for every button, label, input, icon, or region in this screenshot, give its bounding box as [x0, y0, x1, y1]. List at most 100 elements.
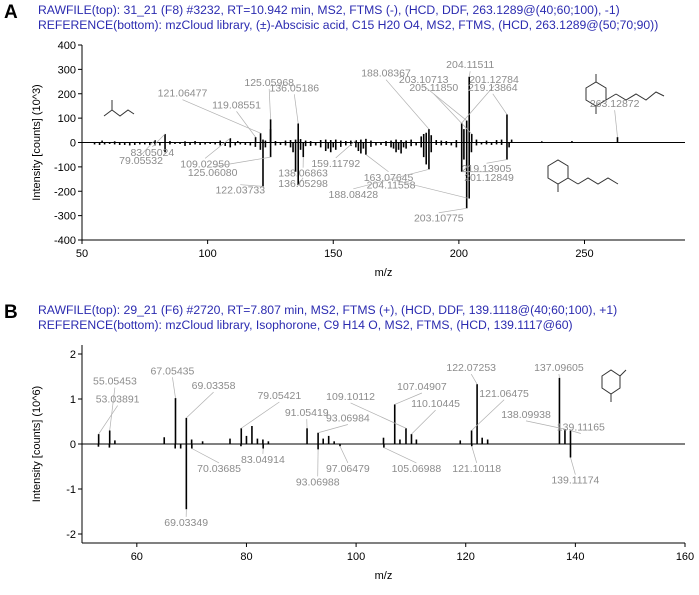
peak-label: 69.03358 — [192, 380, 236, 392]
leader-line — [140, 139, 156, 156]
x-tick-label: 60 — [131, 551, 143, 563]
molecule-structure-bottom — [547, 159, 619, 192]
leader-line — [558, 374, 560, 378]
panel-letter: A — [4, 2, 18, 23]
peak-label: 139.11165 — [557, 422, 605, 434]
y-axis-title: Intensity [counts] (10^6) — [31, 386, 43, 502]
peak-label: 110.10445 — [411, 398, 460, 410]
series-1 — [93, 142, 510, 209]
peak-labels: 204.11511201.12784219.13864188.08367203.… — [119, 59, 639, 225]
molecule-structure-fragment — [103, 100, 135, 117]
leader-line — [240, 184, 264, 187]
peak-labels: 55.05453 53.03891 67.05435 69.03358 79.05421… — [93, 362, 605, 529]
leader-line — [468, 71, 471, 77]
x-tick-label: 250 — [575, 248, 593, 260]
peak-label: 53.03891 — [96, 394, 140, 406]
peak-label: 93.06988 — [296, 476, 340, 488]
leader-line — [236, 111, 256, 138]
peak-label: 136.05298 — [278, 178, 328, 190]
y-tick-label: -100 — [54, 162, 76, 174]
peak-label: 159.11792 — [311, 158, 360, 170]
peak-label: 188.08367 — [361, 68, 411, 80]
bond-line — [619, 369, 627, 377]
leader-line — [486, 159, 508, 164]
leader-line — [152, 133, 166, 148]
leader-line — [390, 178, 470, 199]
peak-label: 203.10775 — [414, 213, 464, 225]
y-tick-label: 100 — [58, 113, 76, 125]
y-tick-label: 0 — [70, 439, 76, 451]
leader-line — [394, 392, 423, 405]
leader-line — [492, 93, 508, 115]
leader-line — [204, 137, 231, 159]
y-tick-label: -300 — [54, 211, 76, 223]
leader-line — [350, 402, 407, 429]
peak-label: 219.13905 — [462, 163, 512, 175]
peak-label: 204.11511 — [446, 59, 494, 71]
peak-label: 93.06984 — [326, 413, 370, 425]
leader-line — [423, 85, 467, 121]
leader-line — [297, 177, 304, 186]
leader-line — [318, 424, 348, 434]
rawfile-header: RAWFILE(top): 29_21 (F6) #2720, RT=7.807… — [38, 303, 618, 317]
series-0 — [97, 377, 572, 444]
peak-label: 205.11850 — [409, 82, 458, 94]
peak-label: 67.05435 — [151, 365, 195, 377]
peak-label: 136.05186 — [269, 82, 319, 94]
leader-line — [172, 377, 176, 399]
peak-label: 188.08428 — [329, 189, 379, 201]
panel-a: A RAWFILE(top): 31_21 (F8) #3232, RT=10.… — [0, 0, 699, 295]
x-tick-label: 140 — [566, 551, 584, 563]
x-tick-label: 80 — [240, 551, 252, 563]
leader-line — [293, 94, 299, 124]
leader-line — [570, 457, 576, 475]
peak-label: 263.12872 — [590, 98, 640, 110]
leader-line — [268, 88, 271, 120]
leader-line — [411, 409, 436, 435]
leader-line — [186, 391, 214, 419]
peak-label: 97.06479 — [326, 463, 370, 475]
y-tick-label: 1 — [70, 394, 76, 406]
leader-line — [191, 448, 220, 464]
leader-line — [385, 79, 430, 130]
ring-shape — [601, 369, 621, 395]
peak-label: 107.04907 — [397, 381, 447, 393]
x-tick-label: 100 — [347, 551, 365, 563]
peak-label: 70.03685 — [197, 463, 241, 475]
peak-label: 122.03733 — [215, 185, 265, 197]
panel-letter: B — [4, 302, 18, 323]
y-tick-label: 200 — [58, 89, 76, 101]
y-tick-label: 0 — [70, 138, 76, 150]
x-axis-title: m/z — [375, 570, 393, 582]
x-tick-label: 200 — [450, 248, 468, 260]
peak-label: 83.04914 — [241, 454, 285, 466]
panel-b: B RAWFILE(top): 29_21 (F6) #2720, RT=7.8… — [0, 300, 699, 595]
bond-line — [567, 177, 579, 185]
leader-line — [433, 93, 472, 135]
peak-label: 109.02950 — [180, 158, 230, 170]
leader-line — [241, 401, 280, 429]
peak-label: 69.03349 — [164, 517, 208, 529]
leader-line — [461, 85, 495, 124]
peak-label: 121.10118 — [452, 463, 501, 475]
reference-header: REFERENCE(bottom): mzCloud library, Isop… — [38, 318, 573, 332]
reference-header: REFERENCE(bottom): mzCloud library, (±)-… — [38, 18, 659, 32]
leader-line — [470, 373, 478, 385]
y-axis-title: Intensity [counts] (10^3) — [31, 84, 43, 200]
series-0 — [101, 76, 619, 143]
x-tick-label: 160 — [676, 551, 694, 563]
chain-shape — [577, 177, 619, 185]
peak-label: 105.06988 — [392, 463, 442, 475]
series-1 — [97, 444, 572, 510]
plot-area: 2 1 0 -1 -2 60 80 100 120 140 160 m/z Intensity [cou… — [31, 345, 694, 582]
spectrum-chart-b: 2 1 0 -1 -2 60 80 100 120 140 160 m/z Intensity [cou… — [31, 345, 694, 582]
leader-line — [353, 168, 430, 190]
peak-label: 121.06475 — [479, 388, 529, 400]
peak-label: 163.07645 — [364, 172, 414, 184]
y-tick-label: 300 — [58, 64, 76, 76]
peak-label: 219.13864 — [468, 82, 518, 94]
peak-label: 138.09938 — [501, 409, 551, 421]
y-tick-label: 2 — [70, 349, 76, 361]
x-tick-label: 100 — [198, 248, 216, 260]
